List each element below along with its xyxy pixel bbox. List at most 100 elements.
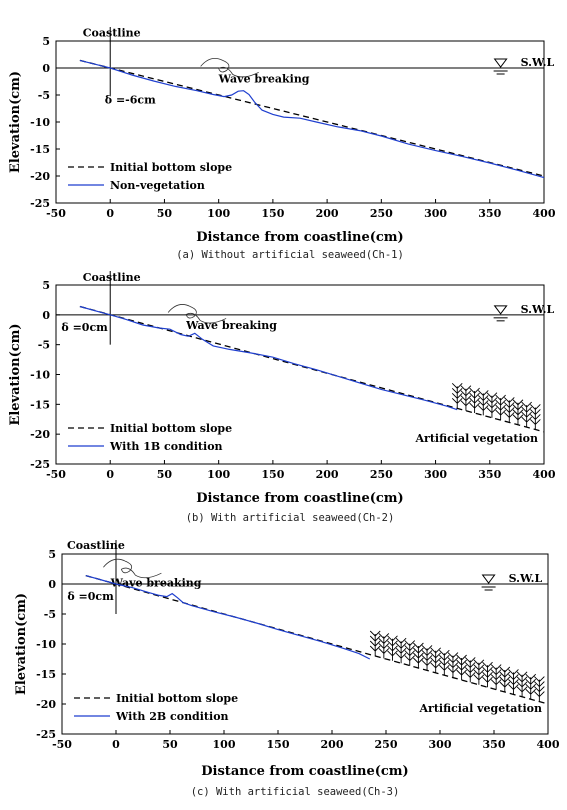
- x-tick-label: 50: [157, 468, 173, 481]
- vegetation-plant-icon: [530, 404, 541, 430]
- y-tick-label: -15: [30, 143, 50, 156]
- legend-entry: With 2B condition: [115, 710, 229, 723]
- vegetation-plant-icon: [486, 392, 498, 418]
- vegetation-plant-icon: [495, 394, 506, 421]
- x-tick-label: 350: [478, 468, 501, 481]
- y-tick-label: -20: [36, 698, 56, 711]
- y-tick-label: -25: [30, 197, 50, 210]
- legend-entry: Initial bottom slope: [116, 692, 238, 705]
- x-tick-label: 400: [533, 468, 556, 481]
- vegetation-plant-icon: [369, 630, 381, 656]
- chart-panel-2: -50 0 50 100 150 200 250 300 350 40050-5-10-15-20…: [14, 539, 560, 779]
- x-tick-label: 200: [316, 468, 339, 481]
- vegetation-plant-icon: [521, 401, 532, 428]
- y-tick-label: 5: [42, 35, 50, 48]
- vegetation-plant-icon: [490, 664, 502, 690]
- y-tick-label: -15: [36, 668, 56, 681]
- vegetation-plant-icon: [404, 640, 416, 666]
- swl-label: S.W.L: [509, 572, 543, 585]
- y-axis-label: Elevation(cm): [14, 593, 29, 695]
- swl-triangle-icon: [493, 305, 508, 315]
- chart-panel-1: -50 0 50 100 150 200 250 300 350 40050-5-10-15-20…: [8, 271, 556, 506]
- coastline-label: Coastline: [67, 539, 125, 552]
- vegetation-plant-icon: [499, 666, 511, 692]
- legend-entry: Initial bottom slope: [110, 161, 232, 174]
- vegetation-plant-icon: [473, 659, 485, 685]
- vegetation-plant-icon: [503, 397, 515, 423]
- y-tick-label: -5: [38, 89, 50, 102]
- x-axis-label: Distance from coastline(cm): [196, 230, 403, 245]
- y-axis-label: Elevation(cm): [8, 323, 23, 425]
- x-tick-label: 50: [157, 207, 173, 220]
- y-tick-label: -10: [36, 638, 56, 651]
- vegetation-plant-icon: [430, 647, 441, 673]
- vegetation-plant-icon: [460, 385, 472, 411]
- measured-profile-line: [79, 305, 458, 411]
- y-tick-label: -25: [36, 728, 56, 741]
- x-axis-label: Distance from coastline(cm): [196, 491, 403, 506]
- x-tick-label: 200: [316, 207, 339, 220]
- x-tick-label: 100: [207, 207, 230, 220]
- vegetation-plant-icon: [456, 654, 467, 680]
- wave-breaking-sketch: [200, 58, 259, 78]
- swl-triangle-icon: [481, 574, 496, 584]
- vegetation-plant-icon: [451, 383, 463, 409]
- x-tick-label: 100: [213, 738, 236, 751]
- x-tick-label: -50: [52, 738, 72, 751]
- y-tick-label: -10: [30, 369, 50, 382]
- y-tick-label: 0: [42, 309, 50, 322]
- wave-breaking-label: Wave breaking: [185, 319, 277, 332]
- legend-entry: Initial bottom slope: [110, 422, 232, 435]
- swl-triangle-icon: [493, 58, 508, 68]
- vegetation-plant-icon: [447, 652, 459, 678]
- vegetation-plant-icon: [516, 671, 528, 697]
- x-tick-label: 100: [207, 468, 230, 481]
- x-tick-label: 400: [533, 207, 556, 220]
- chart-panel-0: -50 0 50 100 150 200 250 300 350 40050-5-10-15-20…: [8, 27, 556, 246]
- vegetation-plant-icon: [469, 387, 480, 414]
- x-tick-label: 150: [267, 738, 290, 751]
- coastline-label: Coastline: [83, 271, 141, 284]
- y-tick-label: -20: [30, 170, 50, 183]
- panel-caption: (b) With artificial seaweed(Ch-2): [186, 512, 395, 524]
- y-tick-label: 0: [42, 62, 50, 75]
- x-tick-label: 0: [106, 207, 114, 220]
- wave-breaking-sketch: [103, 558, 162, 579]
- coastline-label: Coastline: [83, 27, 141, 40]
- vegetation-group: [451, 383, 541, 430]
- x-tick-label: 250: [375, 738, 398, 751]
- x-tick-label: 300: [424, 468, 447, 481]
- wave-breaking-label: Wave breaking: [110, 576, 202, 589]
- x-tick-label: 300: [429, 738, 452, 751]
- y-tick-label: -5: [38, 339, 50, 352]
- initial-slope-line: [79, 59, 545, 177]
- x-tick-label: -50: [46, 468, 66, 481]
- y-tick-label: -10: [30, 116, 50, 129]
- x-tick-label: 0: [106, 468, 114, 481]
- y-tick-label: -5: [44, 608, 56, 621]
- vegetation-plant-icon: [378, 633, 390, 659]
- y-tick-label: 5: [42, 279, 50, 292]
- vegetation-plant-icon: [395, 637, 407, 664]
- panel-caption: (a) Without artificial seaweed(Ch-1): [176, 249, 404, 261]
- y-tick-label: -25: [30, 458, 50, 471]
- vegetation-plant-icon: [512, 399, 524, 425]
- y-tick-label: -20: [30, 428, 50, 441]
- x-tick-label: 250: [370, 468, 393, 481]
- x-tick-label: 350: [478, 207, 501, 220]
- swl-label: S.W.L: [521, 303, 555, 316]
- y-axis-label: Elevation(cm): [8, 71, 23, 173]
- x-tick-label: 200: [321, 738, 344, 751]
- y-tick-label: 0: [48, 578, 56, 591]
- x-tick-label: 150: [261, 207, 284, 220]
- vegetation-plant-icon: [477, 390, 489, 416]
- wave-breaking-sketch: [167, 304, 227, 324]
- vegetation-plant-icon: [482, 661, 493, 688]
- wave-breaking-label: Wave breaking: [218, 73, 310, 86]
- vegetation-plant-icon: [525, 673, 537, 700]
- measured-profile-line: [79, 59, 545, 179]
- delta-label: δ =0cm: [61, 321, 108, 334]
- x-tick-label: -50: [46, 207, 66, 220]
- vegetation-plant-icon: [464, 657, 476, 683]
